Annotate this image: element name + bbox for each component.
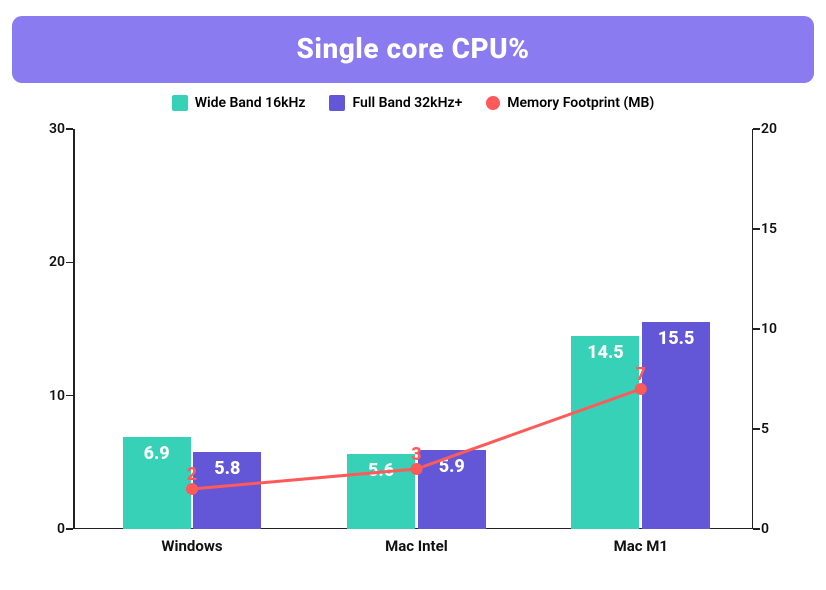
- y-right-tick: [753, 328, 760, 330]
- y-right-tick: [753, 428, 760, 430]
- bar-label-wide-band: 6.9: [144, 443, 170, 464]
- y-left-tick: [66, 395, 73, 397]
- legend-swatch-memory: [486, 96, 500, 110]
- y-left-tick: [66, 262, 73, 264]
- bar-label-full-band: 5.8: [214, 458, 240, 479]
- y-left-tick: [66, 528, 73, 530]
- bar-full-band: 15.5: [642, 322, 710, 529]
- bar-full-band: 5.9: [418, 450, 486, 529]
- memory-value-label: 2: [187, 464, 197, 485]
- legend: Wide Band 16kHz Full Band 32kHz+ Memory …: [12, 95, 814, 111]
- category-label: Mac M1: [614, 529, 668, 555]
- memory-value-label: 3: [411, 444, 421, 465]
- plot-area: 010203005101520WindowsMac IntelMac M16.9…: [73, 129, 753, 529]
- legend-item-memory: Memory Footprint (MB): [486, 95, 654, 111]
- bar-label-full-band: 5.9: [439, 456, 465, 477]
- legend-item-wide-band: Wide Band 16kHz: [172, 95, 306, 111]
- legend-label-wide-band: Wide Band 16kHz: [195, 95, 306, 111]
- bar-label-full-band: 15.5: [658, 328, 694, 349]
- category-label: Windows: [161, 529, 222, 555]
- y-right-tick: [753, 528, 760, 530]
- legend-label-full-band: Full Band 32kHz+: [352, 95, 462, 111]
- chart-title: Single core CPU%: [12, 16, 814, 83]
- bar-label-wide-band: 5.6: [368, 460, 394, 481]
- chart-area: 010203005101520WindowsMac IntelMac M16.9…: [28, 119, 798, 559]
- legend-swatch-full-band: [329, 95, 345, 111]
- y-right-tick: [753, 128, 760, 130]
- bar-wide-band: 6.9: [123, 437, 191, 529]
- legend-swatch-wide-band: [172, 95, 188, 111]
- bar-label-wide-band: 14.5: [587, 342, 623, 363]
- memory-value-label: 7: [636, 364, 646, 385]
- y-right-tick: [753, 228, 760, 230]
- y-axis-left: [73, 129, 75, 529]
- bar-full-band: 5.8: [193, 452, 261, 529]
- y-left-tick: [66, 128, 73, 130]
- legend-label-memory: Memory Footprint (MB): [507, 95, 654, 111]
- category-label: Mac Intel: [385, 529, 448, 555]
- bar-wide-band: 5.6: [347, 454, 415, 529]
- bar-wide-band: 14.5: [571, 336, 639, 529]
- chart-container: Single core CPU% Wide Band 16kHz Full Ba…: [0, 0, 826, 590]
- legend-item-full-band: Full Band 32kHz+: [329, 95, 462, 111]
